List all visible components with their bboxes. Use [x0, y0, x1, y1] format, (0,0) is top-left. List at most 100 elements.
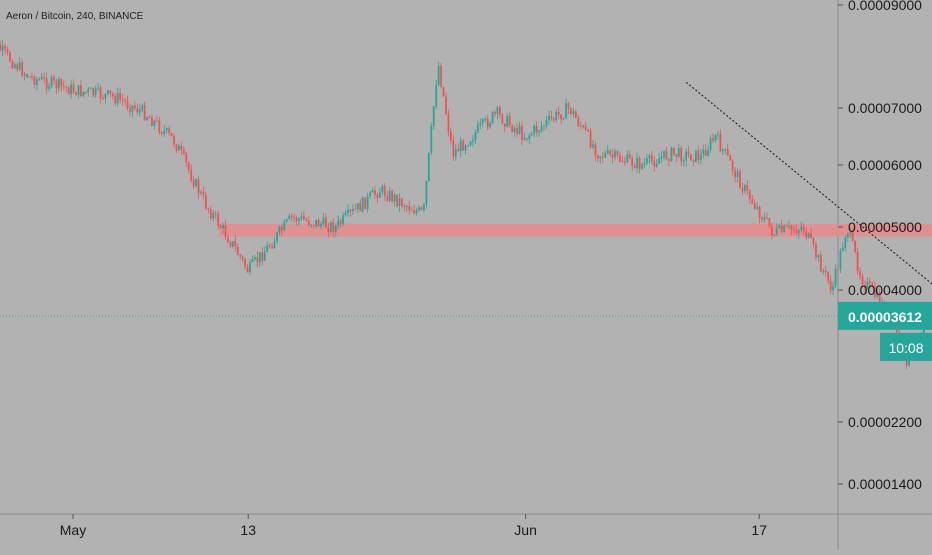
candle-body [305, 219, 308, 221]
candle-body [138, 109, 141, 113]
candle-body [464, 145, 467, 151]
candle-body [516, 128, 518, 134]
candle-body [599, 156, 602, 159]
candle-body [734, 170, 736, 177]
candle-body [721, 149, 724, 152]
candle-body [753, 203, 756, 209]
candle-body [682, 160, 685, 162]
candle-body [99, 87, 102, 99]
candle-body [817, 255, 820, 258]
candle-body [766, 217, 768, 219]
countdown-label: 10:08 [888, 340, 923, 356]
candle-body [525, 138, 528, 140]
candle-body [239, 254, 242, 257]
candle-body [405, 206, 408, 208]
candle-body [895, 328, 898, 333]
current-price-label: 0.00003612 [848, 309, 922, 325]
candle-body [584, 125, 587, 130]
symbol-title: Aeron / Bitcoin, 240, BINANCE [6, 11, 144, 22]
candle-body [663, 150, 665, 157]
candle-body [116, 92, 119, 104]
candle-body [810, 233, 812, 239]
candle-body [775, 228, 778, 235]
candle-body [43, 77, 46, 79]
candle-body [540, 126, 543, 131]
candle-body [609, 150, 612, 155]
candle-body [501, 114, 504, 124]
candle-body [423, 204, 425, 210]
candle-body [158, 120, 161, 133]
candle-body [768, 217, 771, 227]
candle-body [317, 219, 320, 227]
candle-body [499, 107, 501, 115]
candle-body [824, 270, 827, 272]
candle-body [447, 113, 450, 132]
candle-body [258, 252, 261, 263]
candle-body [295, 217, 298, 222]
candle-body [572, 111, 575, 115]
candle-body [476, 124, 479, 133]
candle-body [26, 74, 28, 78]
candle-body [866, 281, 869, 289]
candle-body [209, 209, 212, 219]
candle-body [819, 255, 822, 272]
candle-body [28, 76, 31, 78]
candle-body [648, 155, 651, 159]
candle-body [731, 160, 734, 171]
candle-body [770, 226, 773, 235]
candle-body [619, 155, 621, 162]
candle-body [126, 101, 129, 108]
candle-body [751, 199, 754, 204]
candle-body [38, 79, 41, 81]
candle-body [251, 258, 254, 262]
candle-body [18, 62, 21, 70]
candle-body [707, 149, 710, 156]
candle-body [778, 225, 781, 229]
candle-body [398, 198, 401, 206]
candle-body [555, 111, 558, 120]
candle-body [736, 171, 739, 177]
y-tick-label: 0.00006000 [848, 157, 922, 173]
candle-body [788, 225, 790, 227]
candle-body [168, 128, 171, 133]
candle-body [726, 149, 729, 156]
candle-body [780, 225, 783, 232]
candle-body [374, 190, 376, 195]
candle-body [418, 207, 420, 211]
candle-body [352, 208, 354, 212]
candle-body [511, 125, 514, 132]
candle-body [785, 225, 788, 227]
candle-body [822, 270, 825, 272]
candle-body [136, 108, 139, 113]
candle-body [408, 206, 411, 211]
candle-body [109, 90, 112, 94]
candle-body [579, 125, 582, 127]
candle-body [151, 117, 153, 126]
candle-body [197, 179, 200, 194]
candle-body [329, 222, 332, 232]
candle-body [545, 120, 548, 126]
candle-body [690, 154, 692, 161]
candle-body [148, 117, 151, 119]
candle-body [854, 240, 857, 252]
candle-body [322, 217, 325, 224]
candle-body [616, 150, 619, 156]
candle-body [827, 271, 830, 282]
candle-body [761, 217, 763, 220]
candle-body [489, 123, 491, 128]
candle-body [577, 117, 580, 126]
candle-body [535, 125, 538, 133]
candle-body [672, 147, 675, 154]
candle-body [481, 119, 484, 124]
candle-body [410, 210, 413, 212]
candle-body [396, 194, 398, 206]
candle-body [217, 213, 220, 227]
candle-body [40, 77, 43, 80]
candle-body [72, 84, 75, 93]
candle-body [325, 217, 327, 228]
candle-body [873, 286, 876, 297]
candle-body [271, 246, 273, 249]
candle-body [332, 222, 335, 233]
